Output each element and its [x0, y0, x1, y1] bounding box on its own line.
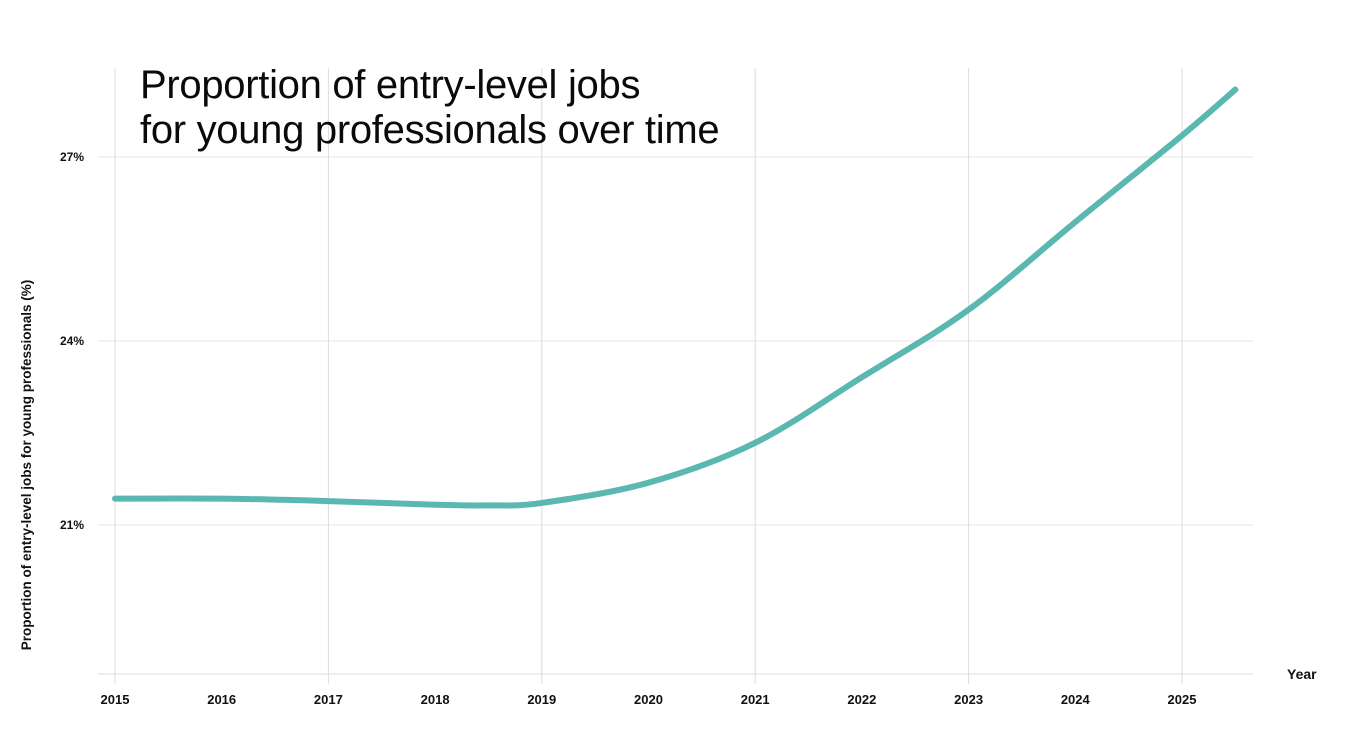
y-tick-label: 24% [59, 334, 84, 348]
chart-title: Proportion of entry-level jobs for young… [140, 63, 720, 153]
x-tick-label: 2018 [420, 692, 450, 707]
y-axis-label: Proportion of entry-level jobs for young… [19, 279, 34, 651]
x-tick-label: 2019 [527, 692, 557, 707]
x-tick-label: 2024 [1060, 692, 1090, 707]
y-tick-label: 27% [59, 150, 84, 165]
x-axis-label: Year [1287, 666, 1317, 682]
x-tick-label: 2022 [847, 692, 877, 707]
x-tick-label: 2025 [1167, 692, 1197, 707]
x-tick-label: 2023 [954, 692, 984, 707]
chart-title-line-2: for young professionals over time [140, 108, 720, 152]
gridlines [98, 68, 1253, 684]
x-tick-label: 2015 [100, 692, 130, 707]
x-tick-label: 2016 [207, 692, 237, 707]
chart-title-line-1: Proportion of entry-level jobs [140, 63, 641, 107]
x-tick-label: 2021 [740, 692, 770, 707]
data-line-series [112, 86, 1239, 509]
x-tick-label: 2020 [634, 692, 663, 707]
y-tick-label: 21% [59, 518, 84, 532]
x-tick-label: 2017 [313, 692, 343, 707]
